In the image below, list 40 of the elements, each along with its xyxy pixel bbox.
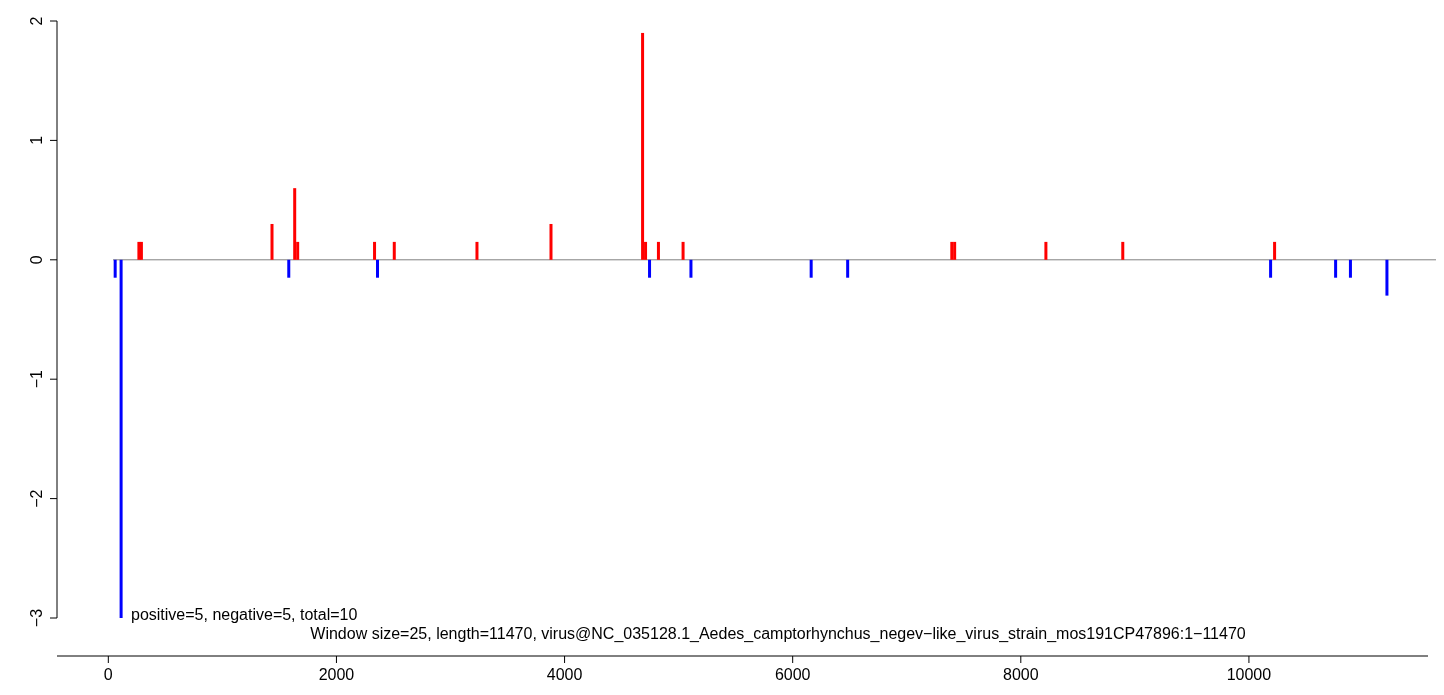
bar <box>287 259 291 278</box>
bar <box>689 259 693 278</box>
x-tick-label: 8000 <box>1003 666 1039 683</box>
bar <box>270 223 274 260</box>
bar <box>392 241 396 260</box>
bar <box>1334 259 1338 278</box>
bar <box>293 188 297 260</box>
x-tick-label: 10000 <box>1226 666 1272 683</box>
bar <box>119 259 123 618</box>
bar <box>113 259 117 278</box>
bar <box>681 241 685 260</box>
x-tick-label: 4000 <box>546 666 583 683</box>
y-tick-label: 2 <box>28 16 45 26</box>
bar <box>809 259 813 278</box>
bar <box>475 241 479 260</box>
bar <box>1273 241 1277 260</box>
bar <box>648 259 652 278</box>
y-tick-label: −1 <box>28 369 45 389</box>
bar <box>656 241 660 260</box>
bar <box>953 241 957 260</box>
text: Window size=25, length=11470, virus@NC_035128.1_Aedes_camptorhynchus_negev−like_virus_strain_mos191CP47896:1−11470 <box>310 625 1246 643</box>
y-tick-label: −2 <box>28 489 45 508</box>
bar <box>950 241 954 260</box>
bar <box>1044 241 1048 260</box>
bar <box>373 241 377 260</box>
y-tick-label: −3 <box>28 608 45 628</box>
bar <box>846 259 850 278</box>
bar <box>549 223 553 260</box>
bar <box>376 259 380 278</box>
annotation: positive=5, negative=5, total=10 <box>131 606 358 623</box>
x-tick-label: 2000 <box>318 666 355 683</box>
x-tick-label: 6000 <box>774 666 811 683</box>
bar <box>641 32 645 260</box>
y-tick-label: 0 <box>28 255 45 265</box>
x-tick-label: 0 <box>103 666 113 683</box>
bar <box>1121 241 1125 260</box>
bar <box>1385 259 1389 296</box>
y-tick-label: 1 <box>28 135 45 145</box>
bar <box>1269 259 1273 278</box>
bar <box>1348 259 1352 278</box>
